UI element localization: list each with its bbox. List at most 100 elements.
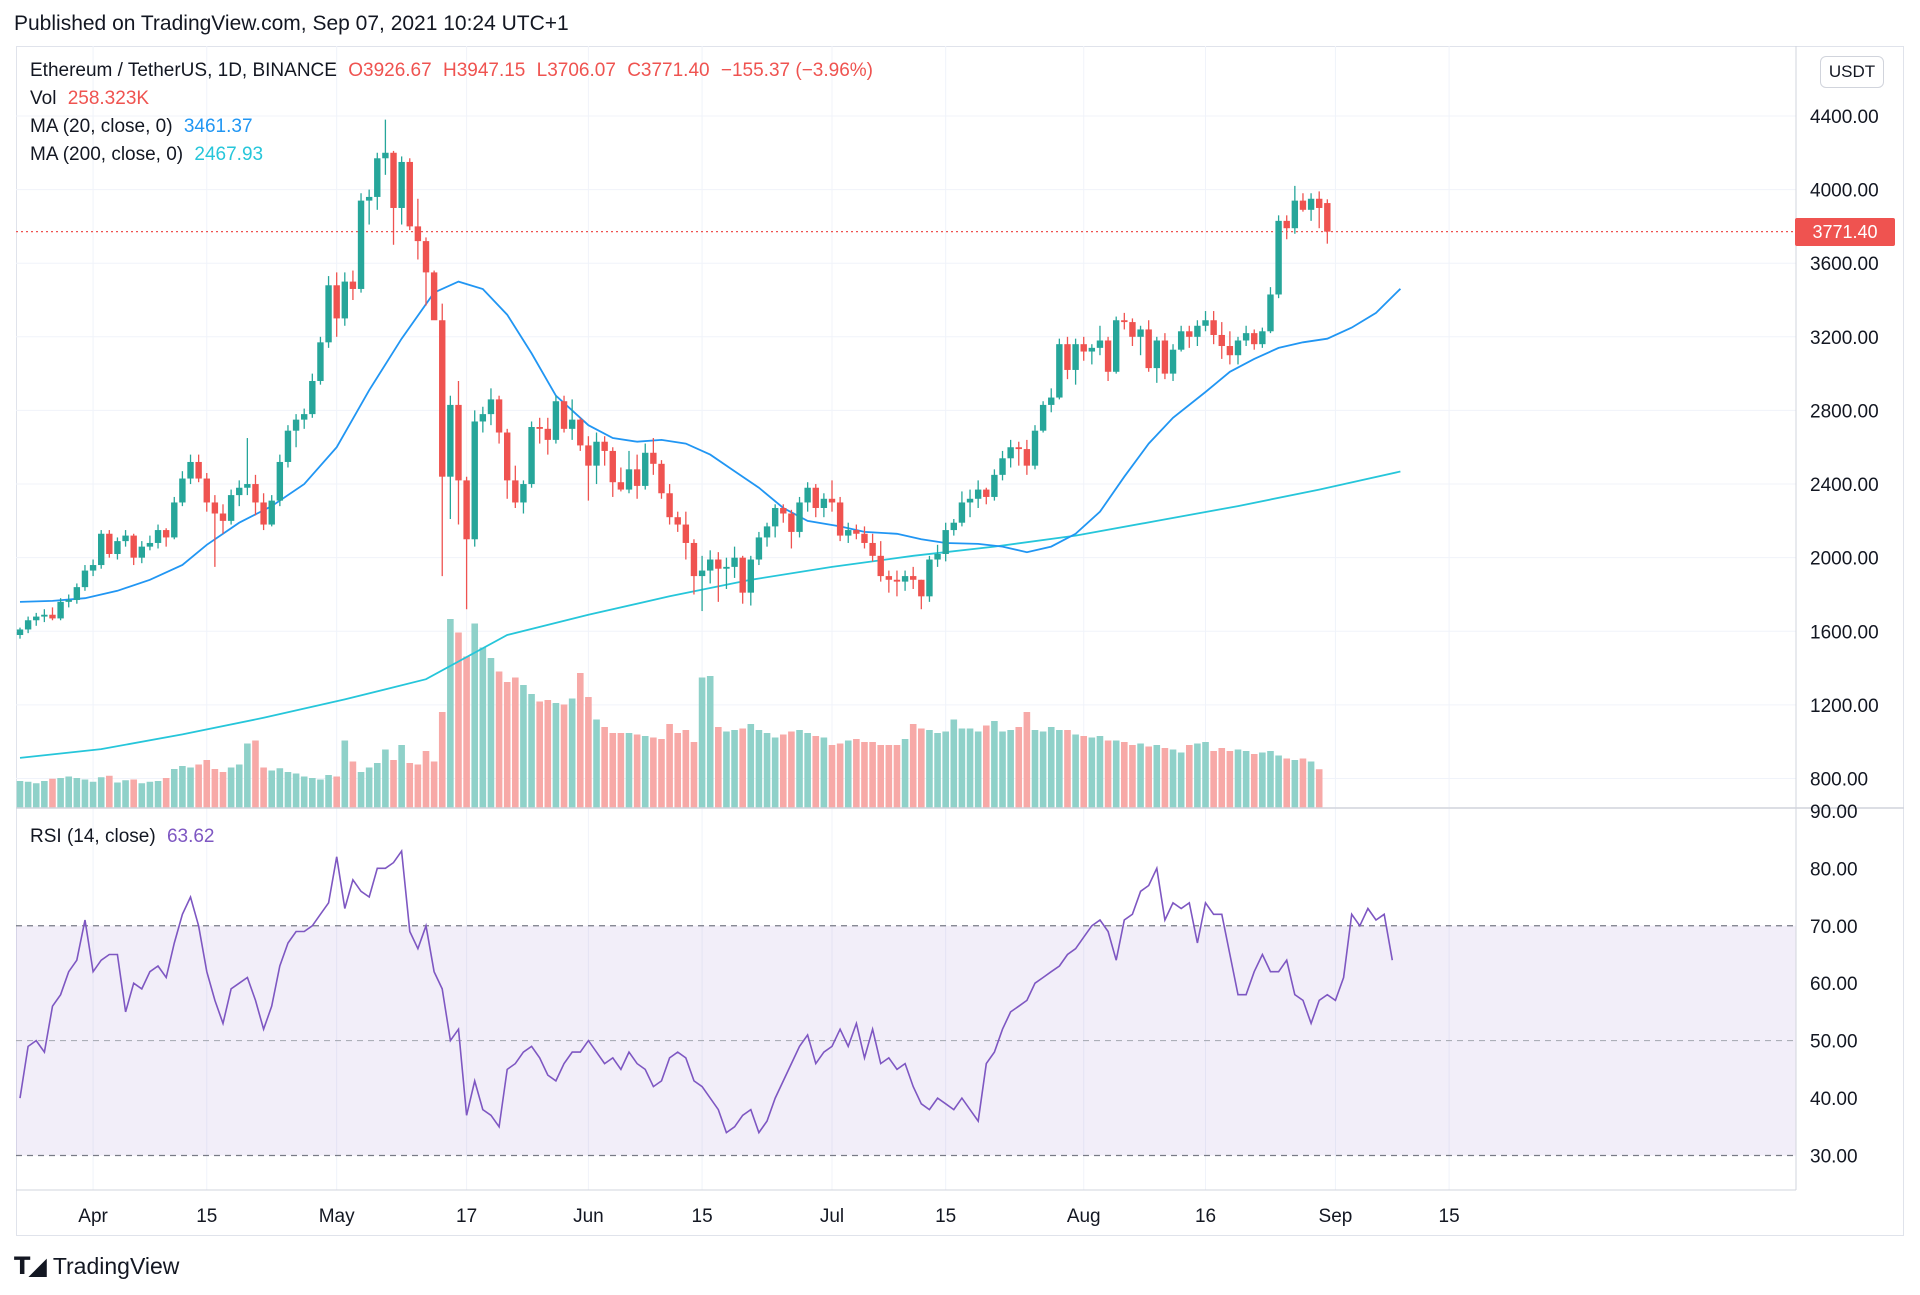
volume-bar xyxy=(909,724,917,808)
volume-bar xyxy=(97,777,105,808)
candle-body xyxy=(146,542,154,547)
candle-body xyxy=(974,489,982,499)
volume-bar xyxy=(658,739,665,808)
candle-body xyxy=(349,281,357,289)
volume-bar xyxy=(853,739,860,808)
candle-body xyxy=(1007,447,1014,459)
candle-body xyxy=(187,461,194,479)
candle xyxy=(666,484,673,525)
candle-body xyxy=(512,480,519,503)
volume-bar xyxy=(357,772,365,808)
candle xyxy=(122,530,129,547)
candle xyxy=(455,380,462,525)
candle-body xyxy=(593,441,600,466)
candle-body xyxy=(934,554,941,560)
volume-bar xyxy=(162,778,170,808)
candle-body xyxy=(910,576,917,580)
candle-body xyxy=(1015,447,1022,450)
candle xyxy=(739,555,746,604)
volume-bar xyxy=(32,783,40,808)
time-tick-label: 16 xyxy=(1195,1206,1216,1227)
candle-body xyxy=(601,441,608,451)
price-tick-label: 3600.00 xyxy=(1810,254,1879,275)
candle-body xyxy=(893,579,901,582)
candle xyxy=(1161,333,1169,380)
volume-bar xyxy=(1088,737,1096,808)
volume-bar xyxy=(1039,731,1047,808)
candle xyxy=(98,530,105,569)
candle-body xyxy=(252,484,259,503)
legend-low: L3706.07 xyxy=(536,60,616,81)
candle-body xyxy=(41,614,48,617)
volume-bar xyxy=(1291,760,1299,808)
volume-bar xyxy=(390,760,397,808)
volume-bar xyxy=(438,712,446,808)
volume-bar xyxy=(1307,761,1315,808)
legend-rsi-label: RSI (14, close) xyxy=(30,826,156,847)
candle-body xyxy=(788,513,795,532)
time-tick-label: May xyxy=(319,1206,355,1227)
candle-body xyxy=(236,487,243,496)
candle xyxy=(1186,325,1193,348)
volume-bar xyxy=(520,685,527,808)
candle-body xyxy=(723,566,730,569)
candle xyxy=(211,495,219,567)
volume-bar xyxy=(414,764,422,808)
candle xyxy=(1202,311,1209,332)
candle xyxy=(690,539,698,595)
candle-body xyxy=(625,469,633,490)
candle-body xyxy=(301,414,308,420)
candle xyxy=(284,425,292,468)
candle-body xyxy=(1064,344,1071,370)
candle-body xyxy=(365,196,373,201)
volume-bar xyxy=(926,730,933,808)
candle xyxy=(682,511,690,560)
candle-body xyxy=(1275,220,1282,295)
candle-body xyxy=(715,559,722,569)
candle xyxy=(333,272,340,337)
candle-body xyxy=(1291,200,1299,229)
candle-body xyxy=(1113,320,1120,372)
volume-bar xyxy=(885,745,893,808)
candle-body xyxy=(1088,347,1096,352)
candle-body xyxy=(106,533,113,554)
volume-bar xyxy=(820,737,828,808)
candle-body xyxy=(918,579,925,597)
candle-body xyxy=(1072,344,1079,370)
volume-bar xyxy=(203,760,211,808)
candle-body xyxy=(528,427,535,485)
candle xyxy=(536,417,543,444)
volume-bar xyxy=(1315,769,1323,808)
volume-bar xyxy=(934,733,941,808)
volume-bar xyxy=(1129,745,1136,808)
legend-volume: Vol 258.323K xyxy=(30,88,155,110)
candle-body xyxy=(771,507,779,527)
price-tick-label: 2800.00 xyxy=(1810,401,1879,422)
candle-body xyxy=(171,502,178,538)
candle xyxy=(788,509,795,549)
candle xyxy=(114,537,121,560)
volume-bar xyxy=(1299,758,1307,808)
time-tick-label: Apr xyxy=(78,1206,108,1227)
volume-bar xyxy=(89,781,97,808)
candle xyxy=(463,476,470,610)
legend-ma20-label: MA (20, close, 0) xyxy=(30,116,173,137)
candle-body xyxy=(1137,329,1144,337)
candle-body xyxy=(1080,344,1087,352)
candle xyxy=(934,544,941,567)
candle-body xyxy=(958,502,966,523)
currency-selector[interactable]: USDT xyxy=(1820,56,1884,88)
candle xyxy=(512,465,519,508)
candle-body xyxy=(585,445,592,466)
candle xyxy=(1015,441,1022,466)
volume-bar xyxy=(1056,730,1063,808)
candle-body xyxy=(317,342,324,381)
candle-body xyxy=(901,576,909,582)
volume-bar xyxy=(836,743,844,808)
volume-bar xyxy=(812,736,820,808)
candle xyxy=(658,460,665,499)
candle-body xyxy=(138,546,145,558)
candle-body xyxy=(1324,203,1331,232)
time-tick-label: 15 xyxy=(1439,1206,1460,1227)
